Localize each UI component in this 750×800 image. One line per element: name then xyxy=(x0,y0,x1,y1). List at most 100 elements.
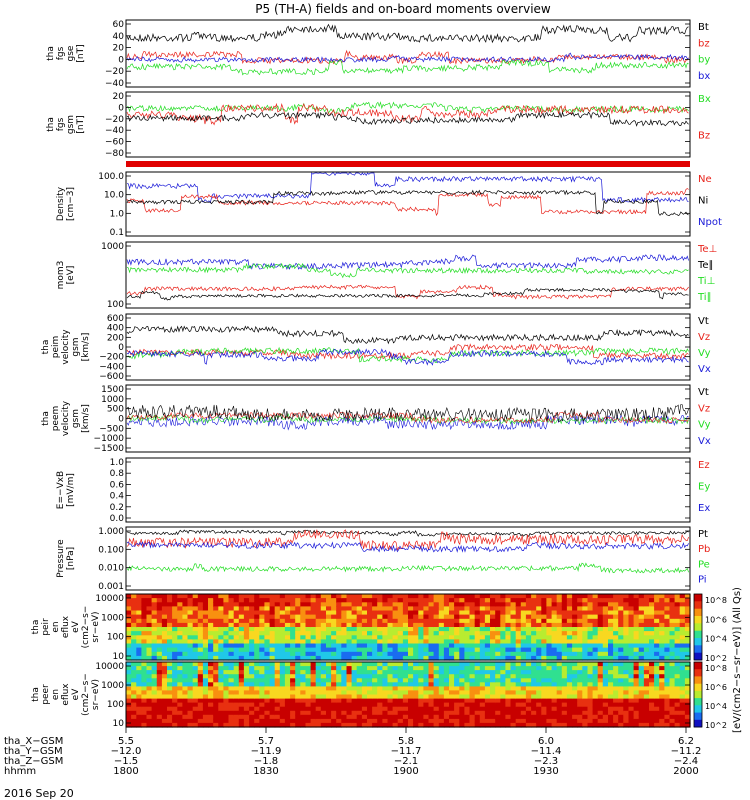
spectrogram-cell xyxy=(136,670,142,675)
spectrogram-cell xyxy=(279,598,286,603)
spectrogram-cell xyxy=(141,631,148,636)
spectrogram-cell xyxy=(392,643,399,649)
spectrogram-cell xyxy=(484,635,491,640)
spectrogram-cell xyxy=(228,710,235,716)
y-axis-label: [cm−3] xyxy=(66,187,76,221)
spectrogram-cell xyxy=(254,690,260,696)
y-axis-label: fgs xyxy=(56,46,66,60)
spectrogram-cell xyxy=(305,635,312,640)
spectrogram-cell xyxy=(597,678,604,683)
spectrogram-cell xyxy=(408,635,414,640)
spectrogram-cell xyxy=(254,674,260,679)
y-tick-label: 100 xyxy=(107,300,124,310)
spectrogram-cell xyxy=(664,706,671,712)
spectrogram-cell xyxy=(274,602,281,607)
spectrogram-cell xyxy=(566,651,573,657)
spectrogram-cell xyxy=(249,670,255,675)
spectrogram-cell xyxy=(351,666,358,671)
spectrogram-cell xyxy=(531,594,537,599)
spectrogram-cell xyxy=(546,635,553,640)
spectrogram-cell xyxy=(310,666,317,671)
spectrogram-cell xyxy=(361,635,368,640)
spectrogram-cell xyxy=(382,647,389,653)
spectrogram-cell xyxy=(151,666,158,671)
spectrogram-cell xyxy=(608,686,614,692)
spectrogram-cell xyxy=(408,662,414,667)
legend-entry: Vx xyxy=(698,436,711,447)
spectrogram-cell xyxy=(531,643,537,649)
spectrogram-cell xyxy=(679,718,686,724)
spectrogram-cell xyxy=(454,674,460,679)
spectrogram-cell xyxy=(295,670,301,675)
spectrogram-cell xyxy=(525,602,532,607)
spectrogram-cell xyxy=(433,698,440,704)
spectrogram-cell xyxy=(613,655,619,661)
spectrogram-cell xyxy=(531,639,537,645)
spectrogram-cell xyxy=(167,702,173,708)
spectrogram-cell xyxy=(259,678,265,683)
spectrogram-cell xyxy=(623,643,629,649)
spectrogram-cell xyxy=(264,598,271,603)
spectrogram-cell xyxy=(500,702,506,708)
spectrogram-cell xyxy=(382,702,389,708)
spectrogram-cell xyxy=(126,694,132,700)
spectrogram-cell xyxy=(254,643,260,649)
spectrogram-cell xyxy=(597,666,604,671)
spectrogram-cell xyxy=(177,666,183,671)
spectrogram-cell xyxy=(295,718,301,724)
spectrogram-cell xyxy=(510,606,517,612)
spectrogram-cell xyxy=(428,722,435,728)
spectrogram-cell xyxy=(315,602,322,607)
spectrogram-cell xyxy=(208,662,214,667)
spectrogram-cell xyxy=(300,686,306,692)
spectrogram-cell xyxy=(587,682,594,687)
spectrogram-cell xyxy=(443,674,450,679)
spectrogram-cell xyxy=(664,690,671,696)
spectrogram-cell xyxy=(192,602,199,607)
spectrogram-cell xyxy=(572,614,578,620)
spectrogram-cell xyxy=(638,706,645,712)
spectrogram-cell xyxy=(341,714,347,720)
spectrogram-cell xyxy=(208,674,214,679)
spectrogram-cell xyxy=(305,639,312,645)
spectrogram-cell xyxy=(438,594,445,599)
spectrogram-cell xyxy=(572,702,578,708)
spectrogram-cell xyxy=(408,622,414,628)
spectrogram-cell xyxy=(649,666,655,671)
spectrogram-cell xyxy=(202,655,209,661)
spectrogram-cell xyxy=(238,598,245,603)
spectrogram-cell xyxy=(172,666,178,671)
spectrogram-cell xyxy=(213,674,219,679)
spectrogram-cell xyxy=(300,647,306,653)
spectrogram-cell xyxy=(536,718,542,724)
spectrogram-cell xyxy=(474,686,481,692)
spectrogram-cell xyxy=(469,714,476,720)
spectrogram-cell xyxy=(208,718,214,724)
spectrogram-cell xyxy=(556,714,563,720)
spectrogram-cell xyxy=(546,702,553,708)
spectrogram-cell xyxy=(243,706,250,712)
spectrogram-cell xyxy=(274,690,281,696)
spectrogram-cell xyxy=(500,622,506,628)
spectrogram-cell xyxy=(454,614,460,620)
spectrogram-cell xyxy=(392,718,399,724)
spectrogram-cell xyxy=(182,622,189,628)
spectrogram-cell xyxy=(177,714,183,720)
spectrogram-cell xyxy=(146,698,153,704)
legend-entry: Pb xyxy=(698,544,710,555)
spectrogram-cell xyxy=(356,631,363,636)
spectrogram-cell xyxy=(167,718,173,724)
spectrogram-cell xyxy=(177,622,183,628)
spectrogram-cell xyxy=(346,647,353,653)
spectrogram-cell xyxy=(213,622,219,628)
spectrogram-cell xyxy=(167,706,173,712)
spectrogram-cell xyxy=(172,722,178,728)
spectrogram-cell xyxy=(638,662,645,667)
spectrogram-cell xyxy=(161,651,168,657)
spectrogram-cell xyxy=(643,606,650,612)
spectrogram-cell xyxy=(438,714,445,720)
spectrogram-cell xyxy=(326,627,332,632)
spectrogram-cell xyxy=(284,690,291,696)
spectrogram-cell xyxy=(454,678,460,683)
